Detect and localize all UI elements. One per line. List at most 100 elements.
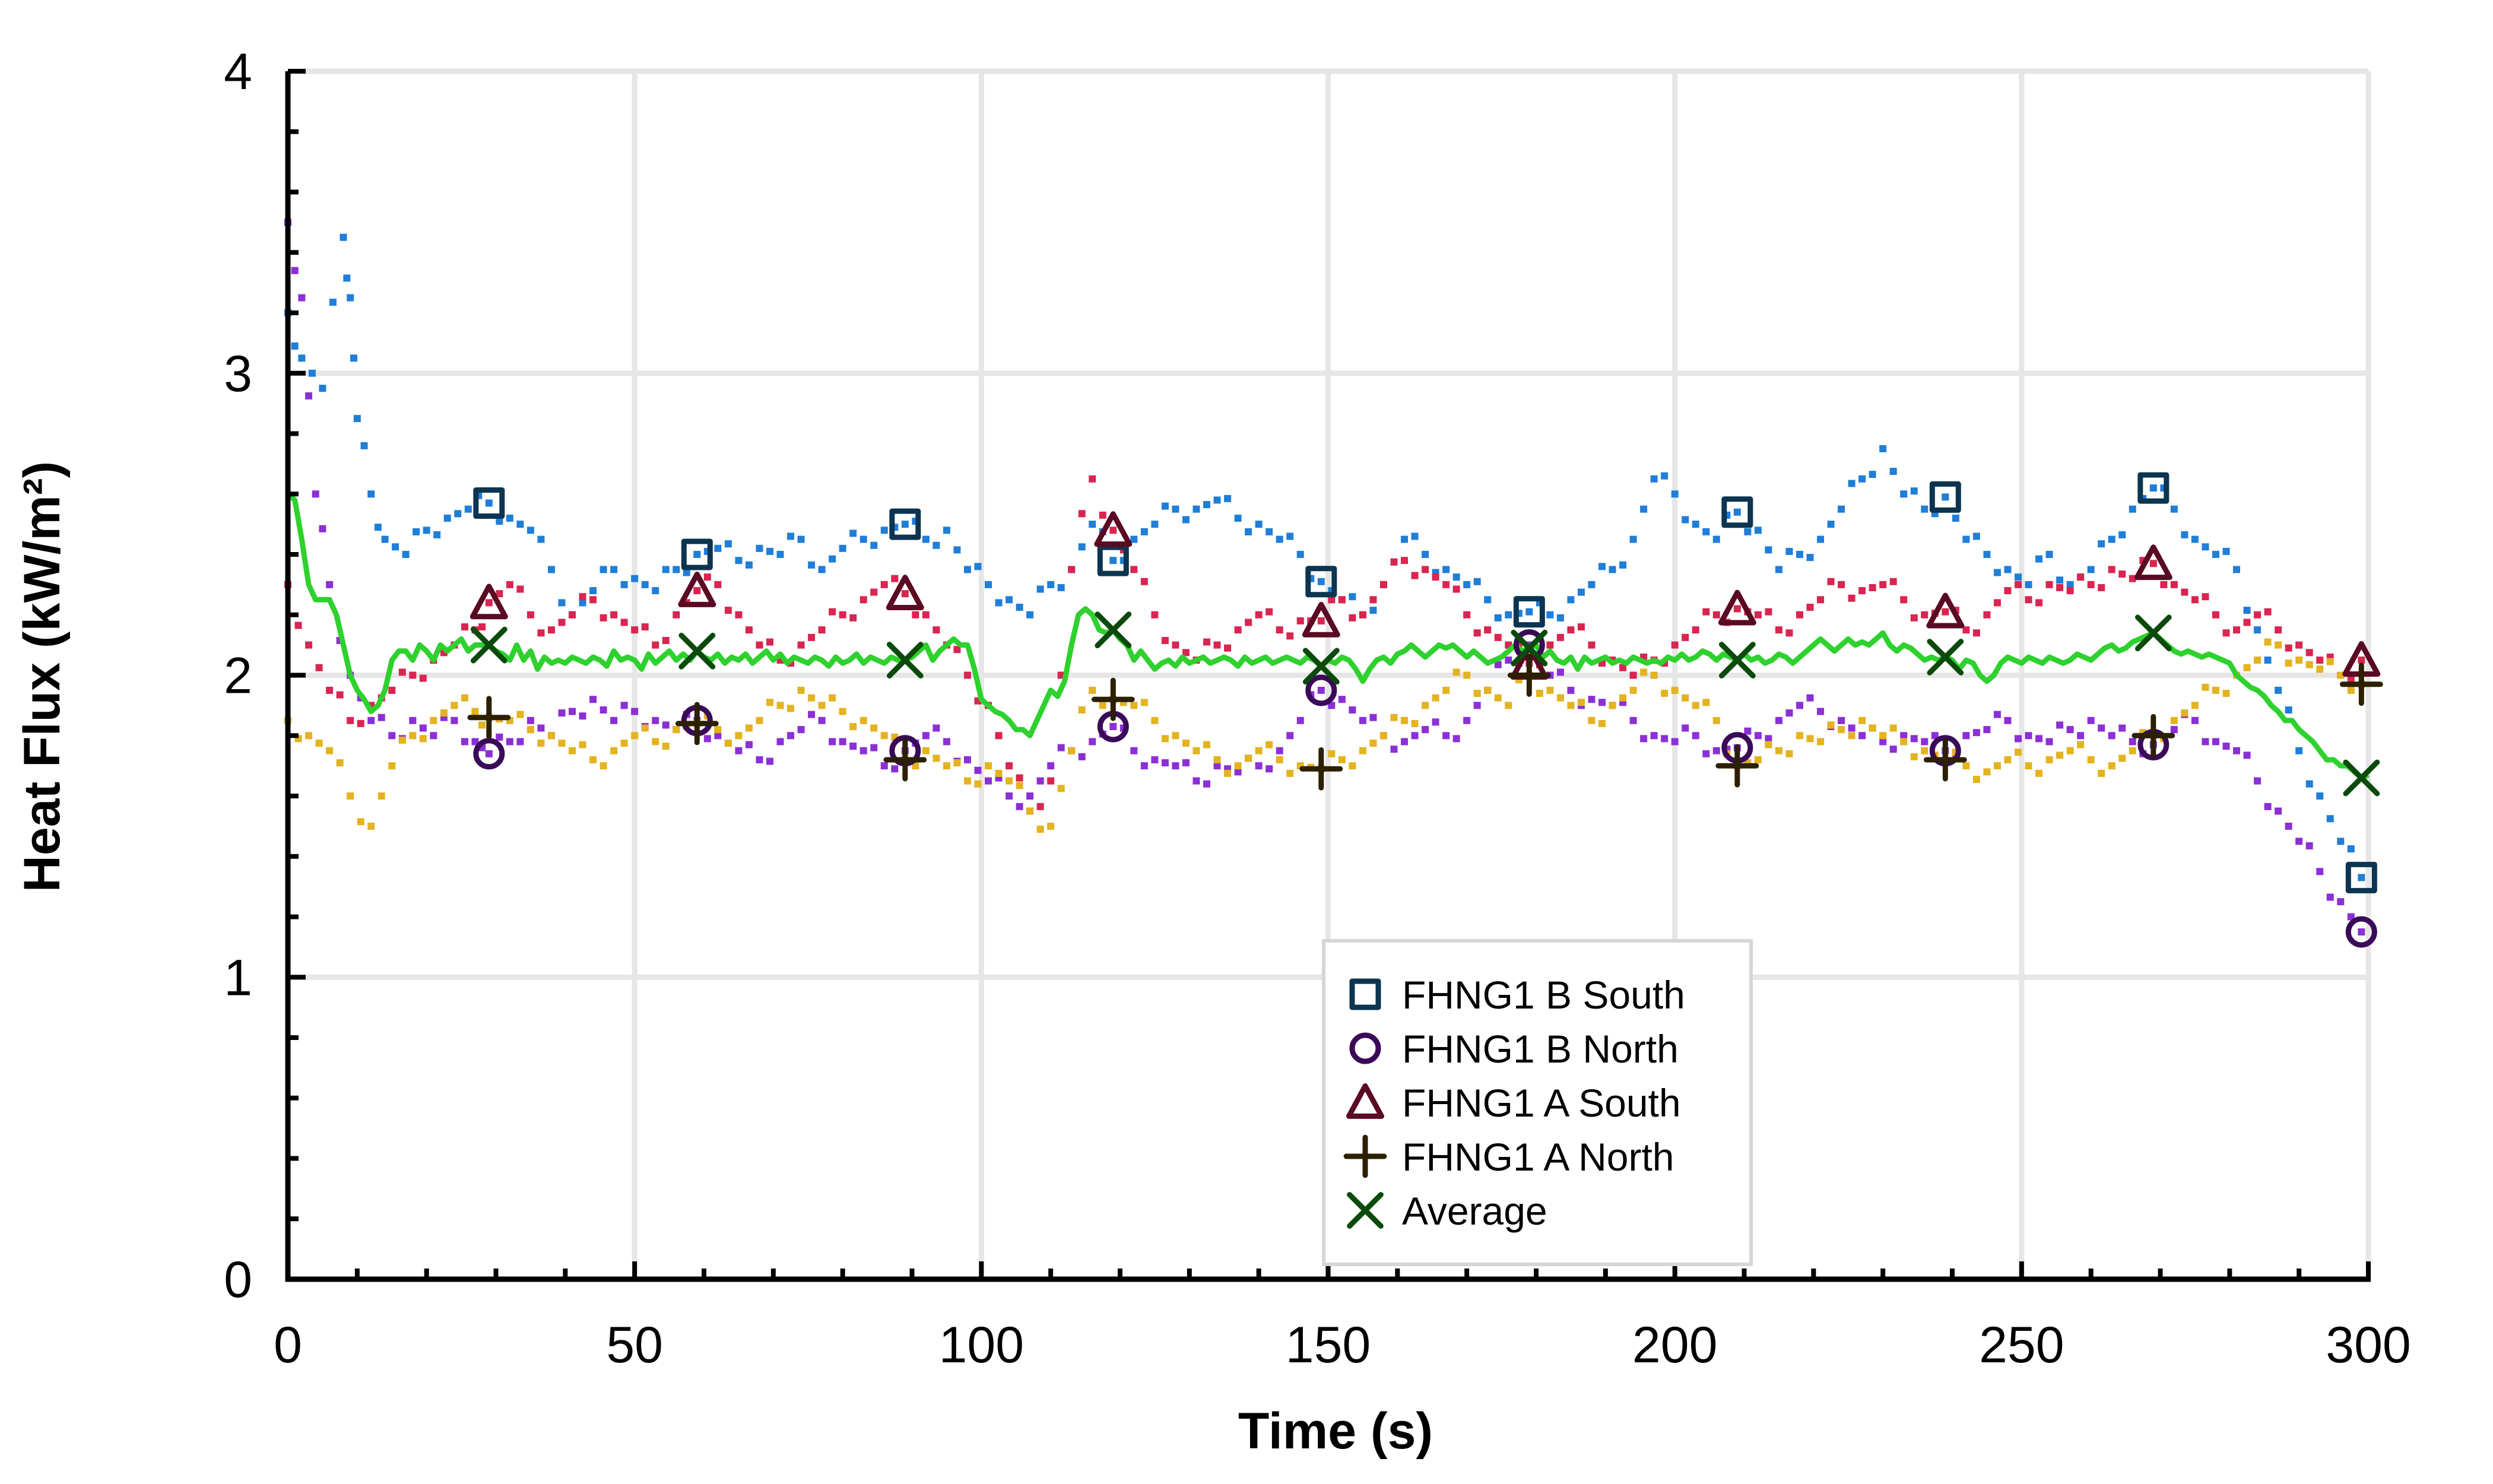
data-point-fhng1-a-north [1057, 785, 1065, 792]
data-point-fhng1-a-north [1484, 686, 1492, 694]
data-point-fhng1-b-north [1026, 792, 1034, 800]
data-point-fhng1-a-north [1900, 738, 1908, 746]
data-point-fhng1-a-south [703, 573, 711, 581]
data-point-fhng1-b-north [1661, 735, 1669, 743]
data-point-fhng1-a-south [1900, 596, 1908, 604]
marker-average-b [1718, 642, 1756, 678]
data-point-fhng1-b-south [547, 566, 555, 573]
marker-fhng1-a-north [1715, 744, 1759, 788]
data-point-fhng1-a-south [1494, 633, 1502, 641]
marker-average [886, 642, 924, 678]
data-point-fhng1-a-north [1567, 702, 1575, 709]
marker-fhng1-b-south [1097, 544, 1129, 576]
data-point-fhng1-b-south [1598, 563, 1606, 570]
data-point-fhng1-b-south [787, 532, 795, 540]
data-point-fhng1-a-south [2305, 649, 2313, 657]
data-point-fhng1-b-north [1473, 702, 1481, 709]
data-point-fhng1-b-south [516, 521, 524, 528]
data-point-fhng1-a-south [1889, 578, 1897, 585]
data-point-fhng1-b-south [1369, 607, 1377, 614]
data-point-fhng1-b-south [1858, 475, 1866, 483]
data-point-fhng1-b-north [797, 726, 805, 734]
data-point-fhng1-b-south [943, 527, 950, 534]
data-point-fhng1-b-north [2285, 822, 2292, 830]
data-point-fhng1-a-north [1369, 739, 1377, 747]
data-point-fhng1-a-north [2191, 702, 2199, 709]
data-point-fhng1-a-south [2191, 596, 2199, 604]
data-point-fhng1-b-south [1744, 528, 1752, 535]
marker-fhng1-a-south [1926, 592, 1965, 629]
data-point-fhng1-a-south [2222, 629, 2230, 637]
data-point-fhng1-b-south [1609, 566, 1616, 573]
marker-fhng1-b-south-shape [1097, 544, 1129, 576]
data-point-fhng1-a-south [537, 629, 545, 637]
x-tick-label: 150 [1286, 1317, 1371, 1374]
data-point-fhng1-b-north [2098, 724, 2105, 732]
data-point-fhng1-b-north [589, 696, 597, 703]
marker-fhng1-b-south [2137, 472, 2170, 504]
data-point-fhng1-b-south [353, 415, 361, 423]
data-point-fhng1-b-north [2004, 716, 2012, 724]
data-point-fhng1-a-south [1463, 611, 1471, 619]
data-point-fhng1-a-south [870, 588, 878, 596]
data-point-fhng1-b-north [2108, 732, 2115, 740]
legend-marker-average-b [1347, 1192, 1384, 1229]
data-point-fhng1-a-south [766, 638, 773, 646]
data-point-fhng1-b-south [1452, 573, 1460, 581]
data-point-fhng1-a-north [2108, 762, 2115, 770]
data-point-fhng1-a-north [766, 699, 773, 706]
data-point-fhng1-a-north [1692, 702, 1699, 709]
marker-fhng1-b-south-shape [889, 508, 921, 540]
data-point-fhng1-b-south [2243, 607, 2251, 614]
data-point-fhng1-b-south [1577, 588, 1585, 596]
data-point-fhng1-a-north [409, 732, 417, 740]
data-point-fhng1-a-south [1546, 641, 1554, 649]
data-point-fhng1-a-north [2337, 671, 2345, 679]
marker-fhng1-b-south-shape [1929, 481, 1961, 513]
data-point-fhng1-a-north [1036, 825, 1044, 833]
data-point-fhng1-a-south [1006, 762, 1013, 770]
data-point-fhng1-b-north [558, 709, 566, 717]
marker-average-b [1927, 639, 1964, 676]
data-point-fhng1-a-north [1650, 671, 1658, 679]
data-point-fhng1-a-north [2025, 762, 2032, 770]
data-point-fhng1-a-north [1068, 747, 1076, 754]
data-point-fhng1-b-north [1036, 777, 1044, 785]
data-point-fhng1-b-south [360, 442, 368, 449]
marker-fhng1-a-north [1923, 738, 1967, 782]
data-point-fhng1-b-north [1078, 753, 1086, 760]
data-point-fhng1-a-north [2243, 664, 2251, 671]
data-point-fhng1-a-south [1411, 572, 1419, 579]
data-point-fhng1-b-south [1619, 561, 1627, 569]
data-point-fhng1-b-south [340, 233, 347, 241]
data-point-fhng1-a-north [953, 759, 961, 767]
data-point-fhng1-a-north [357, 818, 364, 826]
data-point-fhng1-b-south [974, 563, 982, 570]
data-point-fhng1-b-south [1203, 501, 1211, 509]
x-tick-label: 0 [274, 1317, 302, 1374]
data-point-fhng1-a-south [2056, 584, 2064, 591]
data-point-fhng1-b-south [1962, 535, 1970, 543]
data-point-fhng1-b-south [641, 581, 649, 588]
data-point-fhng1-b-south [724, 540, 732, 548]
data-point-fhng1-a-south [579, 593, 586, 601]
data-point-fhng1-b-north [326, 581, 334, 588]
data-point-fhng1-b-south [319, 385, 326, 392]
data-point-fhng1-b-south [308, 369, 316, 377]
data-point-fhng1-b-north [1006, 792, 1013, 800]
data-point-fhng1-b-north [1494, 661, 1502, 668]
data-point-fhng1-b-north [579, 712, 586, 720]
data-point-fhng1-a-north [870, 724, 878, 732]
data-point-fhng1-a-north [1286, 769, 1294, 777]
data-point-fhng1-b-south [673, 566, 680, 573]
data-point-fhng1-a-south [294, 621, 302, 629]
data-point-fhng1-a-north [2285, 659, 2292, 667]
data-point-fhng1-a-south [1879, 581, 1887, 588]
data-point-fhng1-a-north [652, 738, 659, 746]
data-point-fhng1-a-south [1422, 566, 1429, 573]
data-point-fhng1-b-south [1317, 578, 1325, 585]
data-point-fhng1-b-north [610, 716, 618, 724]
data-point-fhng1-a-north [963, 777, 971, 785]
data-point-fhng1-b-south [1525, 608, 1533, 616]
data-point-fhng1-a-north [1245, 754, 1252, 762]
